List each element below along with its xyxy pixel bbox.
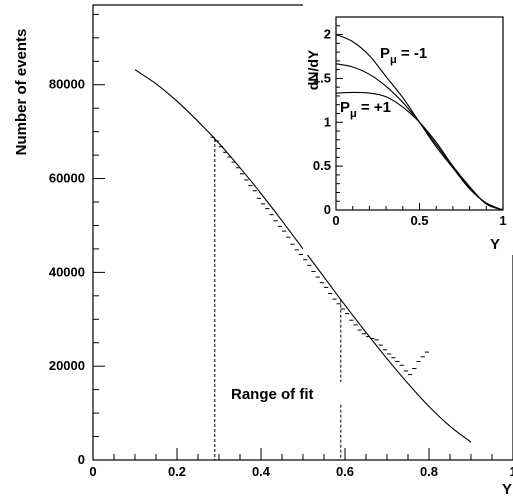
main-x-tick-label: 0.4 <box>252 464 271 479</box>
inset-y-tick-label: 0 <box>324 202 331 217</box>
inset-y-tick-label: 0.5 <box>313 158 331 173</box>
inset-y-tick-label: 1.5 <box>313 70 331 85</box>
inset-y-axis: 0 0.5 1 1.5 2 <box>313 25 343 217</box>
annotation-background <box>226 382 344 404</box>
inset-x-axis-label: Y <box>490 236 500 253</box>
label-p-mu-plus-1: Pμ = +1 <box>340 99 391 120</box>
main-y-tick-label: 20000 <box>49 358 85 373</box>
main-y-tick-label: 40000 <box>49 264 85 279</box>
inset-y-tick-label: 1 <box>324 114 331 129</box>
main-y-tick-label: 80000 <box>49 77 85 92</box>
main-y-tick-label: 0 <box>78 452 85 467</box>
inset-series <box>335 33 504 211</box>
main-x-tick-label: 1 <box>509 464 513 479</box>
main-y-axis: 0 20000 40000 60000 80000 <box>49 13 105 467</box>
main-x-axis-label: Y <box>502 481 512 497</box>
inset-y-axis-label: dN/dY <box>305 49 321 90</box>
inset-x-tick-label: 0 <box>332 213 339 228</box>
main-x-tick-label: 0 <box>89 464 96 479</box>
main-x-tick-label: 0.8 <box>420 464 438 479</box>
main-x-tick-label: 0.6 <box>336 464 354 479</box>
inset-x-tick-label: 1 <box>499 213 506 228</box>
range-of-fit-annotation: Range of fit <box>231 386 314 403</box>
inset-y-tick-label: 2 <box>324 27 331 42</box>
inset-x-axis: 0 0.5 1 <box>332 203 507 228</box>
inset-plot: 0 0.5 1 00.511.52 dN/dY Y Pμ = -1 Pμ = +1 <box>303 2 513 255</box>
inset-background <box>303 2 513 255</box>
main-y-axis-label: Number of events <box>13 29 30 156</box>
label-p-mu-minus-1: Pμ = -1 <box>380 45 427 66</box>
main-plot: 0 0.2 0.4 0.6 0.8 1 0 20000 40000 60000 80000 Num… <box>13 4 513 497</box>
main-x-tick-label: 0.2 <box>168 464 186 479</box>
inset-polarization-curve <box>335 91 504 211</box>
fit-range-lines <box>214 138 342 460</box>
main-x-axis: 0 0.2 0.4 0.6 0.8 1 <box>89 448 513 479</box>
main-y-tick-label: 60000 <box>49 171 85 186</box>
inset-x-tick-label: 0.5 <box>410 213 428 228</box>
